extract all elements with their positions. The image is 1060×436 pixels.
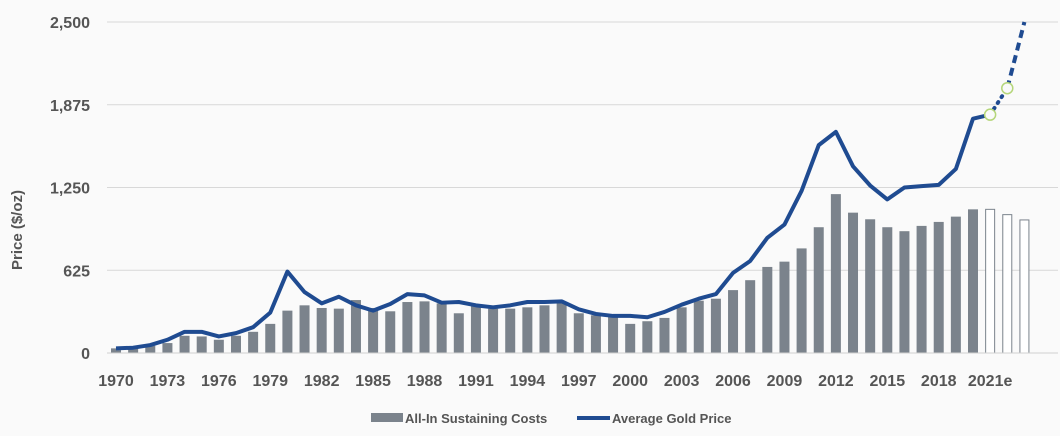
gold-price-line [115, 112, 991, 351]
bar [282, 310, 293, 353]
line-series [115, 21, 1027, 351]
gold-price-projection-dashed [1005, 21, 1027, 89]
bar [933, 221, 944, 353]
bar [333, 308, 344, 353]
x-axis-ticks: 1970 1973 1976 1979 1982 1985 1988 1991 1994 1997… [98, 373, 1012, 390]
x-tick-label: 2003 [664, 373, 700, 390]
bar [659, 317, 670, 353]
y-tick-label: 1,875 [50, 98, 90, 115]
x-tick-label: 1985 [355, 373, 391, 390]
y-axis-label: Price ($/oz) [9, 190, 26, 270]
bar [625, 323, 636, 353]
bar [693, 300, 704, 353]
bar [950, 216, 961, 353]
x-tick-label: 1973 [150, 373, 186, 390]
bar [710, 298, 721, 353]
bar [436, 303, 447, 353]
bar [762, 266, 773, 353]
bar [316, 307, 327, 353]
x-tick-label: 2006 [715, 373, 751, 390]
bar-estimate [985, 208, 996, 354]
bar [265, 323, 276, 353]
bar [642, 321, 653, 353]
bar [111, 348, 121, 353]
bar [488, 308, 499, 353]
bar-estimate [1019, 219, 1030, 354]
bar [899, 231, 910, 353]
bar [402, 302, 413, 353]
bars-series [111, 194, 1030, 354]
bar [968, 209, 978, 353]
y-tick-label: 2,500 [50, 15, 90, 32]
legend-item-aisc: All-In Sustaining Costs [371, 411, 547, 426]
bar [145, 345, 156, 353]
x-tick-label: 2000 [612, 373, 648, 390]
bar [470, 305, 481, 353]
x-tick-label: 1976 [201, 373, 237, 390]
bar [608, 315, 619, 353]
x-tick-label: 1997 [561, 373, 597, 390]
y-tick-label: 625 [63, 263, 90, 280]
y-axis-ticks: 0 625 1,250 1,875 2,500 [50, 15, 90, 363]
bar [590, 315, 601, 353]
bar [796, 248, 807, 353]
bar [779, 261, 790, 353]
x-tick-label: 1994 [510, 373, 546, 390]
x-tick-label: 2021e [968, 373, 1013, 390]
bar [916, 225, 927, 353]
bar-estimate [1002, 214, 1013, 354]
legend-label-gold: Average Gold Price [612, 411, 731, 426]
bar [882, 227, 893, 353]
bar [830, 194, 841, 353]
bar [573, 313, 584, 353]
x-tick-label: 2009 [767, 373, 803, 390]
x-tick-label: 2015 [870, 373, 906, 390]
bar [368, 307, 379, 353]
y-tick-label: 0 [81, 346, 90, 363]
projection-marker [983, 108, 997, 121]
bar [539, 305, 550, 353]
bar [556, 303, 567, 353]
legend-swatch-bar [371, 413, 403, 422]
bar [865, 219, 876, 353]
bar [385, 311, 396, 353]
bar [745, 280, 756, 353]
legend: All-In Sustaining Costs Average Gold Pri… [371, 411, 731, 426]
bar [848, 212, 859, 353]
legend-label-aisc: All-In Sustaining Costs [405, 411, 547, 426]
bar [162, 343, 173, 353]
bar [230, 335, 241, 353]
bar [522, 307, 533, 353]
bar [419, 301, 430, 353]
x-tick-label: 2018 [921, 373, 957, 390]
bar [248, 331, 259, 353]
x-tick-label: 1988 [407, 373, 443, 390]
x-tick-label: 1991 [458, 373, 494, 390]
gridlines [107, 21, 1058, 271]
y-tick-label: 1,250 [50, 181, 90, 198]
bar [179, 335, 190, 353]
projection-marker [1001, 81, 1014, 95]
bar [196, 336, 207, 353]
bar [128, 347, 139, 353]
bar [813, 227, 824, 353]
x-tick-label: 1979 [252, 373, 288, 390]
bar [299, 305, 310, 353]
bar [453, 313, 464, 353]
bar [350, 300, 361, 353]
bar [728, 290, 739, 353]
legend-item-gold: Average Gold Price [577, 411, 731, 426]
x-tick-label: 1970 [98, 373, 134, 390]
x-tick-label: 1982 [304, 373, 340, 390]
x-tick-label: 2012 [818, 373, 854, 390]
bar [505, 308, 516, 353]
bar [213, 339, 224, 353]
bar [676, 307, 687, 353]
